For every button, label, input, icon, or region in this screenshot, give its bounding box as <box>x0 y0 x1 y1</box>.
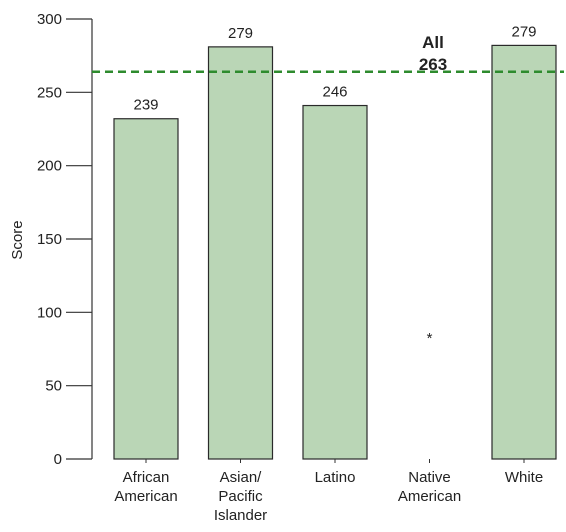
bar <box>113 118 179 460</box>
reference-label-all: All <box>422 33 444 52</box>
bar-value-label: 239 <box>133 97 158 114</box>
x-category-label: Native <box>408 469 451 486</box>
y-tick-label: 200 <box>37 158 62 175</box>
y-tick-label: 300 <box>37 11 62 28</box>
x-category-label: Pacific <box>218 488 263 505</box>
bar <box>491 44 557 460</box>
suppressed-value-marker: * <box>427 330 433 347</box>
bar-value-label: 279 <box>228 25 253 42</box>
x-category-label: Asian/ <box>220 469 263 486</box>
x-category-label: Latino <box>315 469 356 486</box>
x-category-label: White <box>505 469 543 486</box>
bar-value-label: 279 <box>511 23 536 40</box>
x-category-label: African <box>123 469 170 486</box>
y-axis-title: Score <box>9 220 26 259</box>
bar-value-label: 246 <box>322 84 347 101</box>
bar <box>207 46 274 460</box>
bar <box>302 104 368 460</box>
reference-value-all: 263 <box>419 55 447 74</box>
y-tick-label: 0 <box>54 451 62 468</box>
y-tick-label: 100 <box>37 304 62 321</box>
y-tick-label: 150 <box>37 231 62 248</box>
x-category-label: Islander <box>214 507 267 524</box>
x-category-label: American <box>114 488 177 505</box>
x-category-label: American <box>398 488 461 505</box>
y-tick-label: 250 <box>37 84 62 101</box>
y-tick-label: 50 <box>45 378 62 395</box>
